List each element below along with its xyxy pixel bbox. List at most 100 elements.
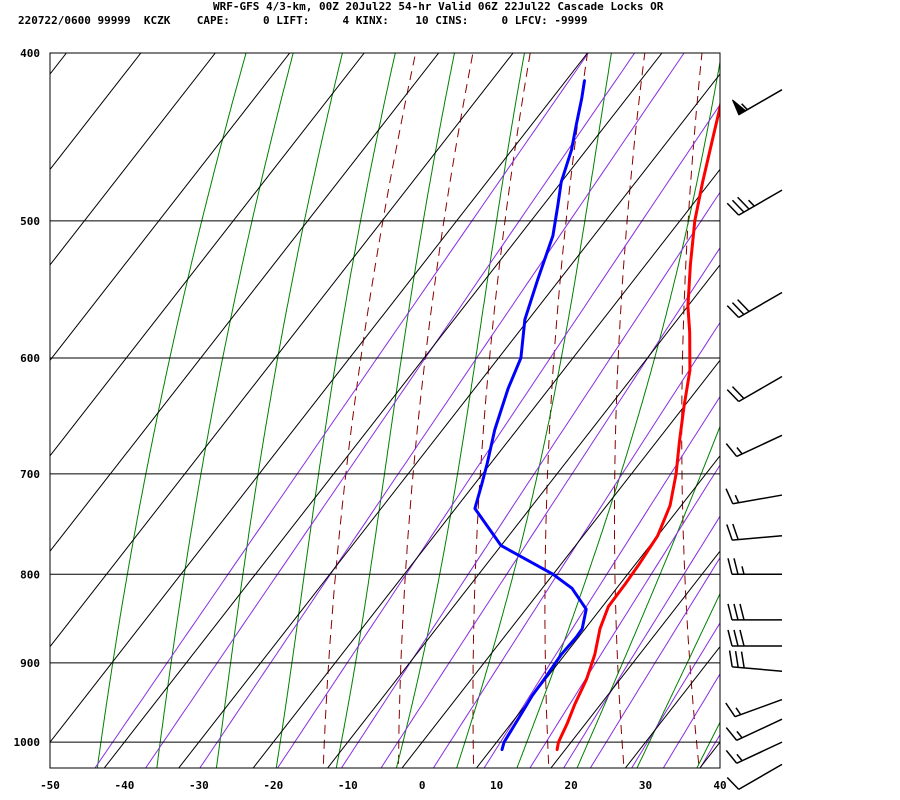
- moist-adiabat: [576, 425, 720, 768]
- barb-flag: [733, 558, 739, 575]
- barb-flag: [731, 302, 745, 316]
- isotherm: [252, 168, 720, 768]
- isotherm: [327, 264, 720, 768]
- background-lines: [94, 34, 900, 779]
- isotherm: [50, 53, 514, 648]
- x-tick-label: -50: [40, 779, 60, 792]
- tick-labels: -50 -40 -30 -20 -10 0 10 20 30 40 400 500 600 700 800 9…: [14, 47, 727, 792]
- wind-barb: [731, 89, 783, 116]
- x-tick-label: 20: [564, 779, 577, 792]
- barb-flag: [727, 603, 733, 621]
- barb-half-flag: [748, 199, 755, 207]
- barb-flag: [727, 558, 733, 575]
- y-tick-label: 500: [20, 215, 40, 228]
- dry-adiabat: [614, 53, 646, 768]
- isotherm: [103, 53, 663, 768]
- mixing-ratio-line: [563, 515, 720, 768]
- mixing-ratio-line: [631, 622, 720, 768]
- barb-shaft: [738, 291, 783, 319]
- barb-flag: [725, 749, 738, 764]
- barb-flag: [726, 389, 740, 403]
- barb-shaft: [738, 189, 783, 216]
- wind-barb: [726, 523, 783, 541]
- wind-barb: [725, 698, 783, 718]
- barb-flag: [726, 776, 740, 790]
- station-indices-line: 220722/0600 99999 KCZK CAPE: 0 LIFT: 4 K…: [18, 14, 588, 27]
- y-tick-label: 900: [20, 657, 40, 670]
- dry-adiabat: [397, 53, 474, 768]
- isotherm: [550, 550, 720, 768]
- barb-flag: [740, 651, 745, 669]
- y-tick-label: 600: [20, 352, 40, 365]
- barb-shaft: [734, 698, 783, 718]
- isotherm: [178, 73, 720, 768]
- y-tick-label: 700: [20, 468, 40, 481]
- mixing-ratio-line: [199, 53, 685, 768]
- barb-flag: [725, 443, 738, 457]
- dry-adiabat: [322, 53, 417, 768]
- wind-barb: [727, 629, 782, 647]
- moist-adiabat: [636, 592, 720, 768]
- x-tick-label: -20: [263, 779, 283, 792]
- barb-shaft: [736, 718, 783, 742]
- y-tick-label: 1000: [14, 736, 41, 749]
- barb-shaft: [736, 741, 783, 764]
- wind-barb: [727, 558, 782, 576]
- barb-half-flag: [741, 103, 748, 111]
- x-tick-label: 30: [639, 779, 652, 792]
- y-tick-label: 400: [20, 47, 40, 60]
- moist-adiabat: [335, 53, 456, 768]
- barb-flag: [726, 202, 740, 216]
- wind-barb: [726, 189, 783, 216]
- barb-shaft: [738, 763, 783, 791]
- isotherm: [774, 53, 900, 768]
- isotherm: [50, 53, 588, 743]
- x-tick-label: 40: [713, 779, 726, 792]
- barb-flag: [733, 629, 739, 647]
- mixing-ratio-line: [589, 556, 720, 768]
- dry-adiabat: [871, 34, 900, 779]
- isotherm: [50, 53, 291, 362]
- barb-flag: [737, 196, 750, 210]
- wind-barb: [725, 718, 783, 742]
- moist-adiabat: [96, 53, 247, 768]
- plot-frame: [49, 52, 721, 769]
- y-tick-label: 800: [20, 568, 40, 581]
- wind-barb: [725, 488, 783, 505]
- barb-flag: [733, 603, 739, 621]
- barb-flag: [726, 524, 733, 541]
- mixing-ratio-line: [699, 733, 720, 768]
- isotherm: [50, 53, 440, 553]
- barb-flag: [734, 650, 739, 668]
- barb-flag: [727, 629, 733, 647]
- barb-flag: [725, 702, 736, 718]
- wind-barb: [725, 741, 783, 764]
- barb-half-flag: [736, 730, 743, 739]
- wind-barb: [726, 375, 783, 403]
- isotherm: [401, 359, 720, 768]
- wind-barbs: [725, 89, 783, 791]
- isotherm: [50, 53, 365, 457]
- barb-half-flag: [741, 566, 745, 575]
- barb-half-flag: [736, 753, 743, 762]
- x-tick-label: -40: [115, 779, 135, 792]
- x-tick-label: -10: [338, 779, 358, 792]
- wind-barb: [726, 291, 783, 319]
- moist-adiabat: [215, 53, 343, 768]
- barb-flag: [725, 727, 738, 741]
- barb-flag: [732, 523, 739, 540]
- mixing-ratio-line: [432, 321, 720, 768]
- barb-shaft: [732, 494, 783, 505]
- dry-adiabat: [747, 34, 776, 779]
- mixing-ratio-line: [483, 395, 720, 768]
- barb-flag: [726, 305, 740, 319]
- dewpoint-profile: [473, 79, 588, 752]
- moist-adiabat: [696, 721, 720, 768]
- mixing-ratio-line: [529, 464, 720, 768]
- barb-half-flag: [736, 447, 743, 455]
- wind-barb: [725, 434, 783, 458]
- x-tick-label: 0: [419, 779, 426, 792]
- barb-flag: [728, 650, 733, 667]
- chart-title: WRF-GFS 4/3-km, 00Z 20Jul22 54-hr Valid …: [213, 0, 664, 13]
